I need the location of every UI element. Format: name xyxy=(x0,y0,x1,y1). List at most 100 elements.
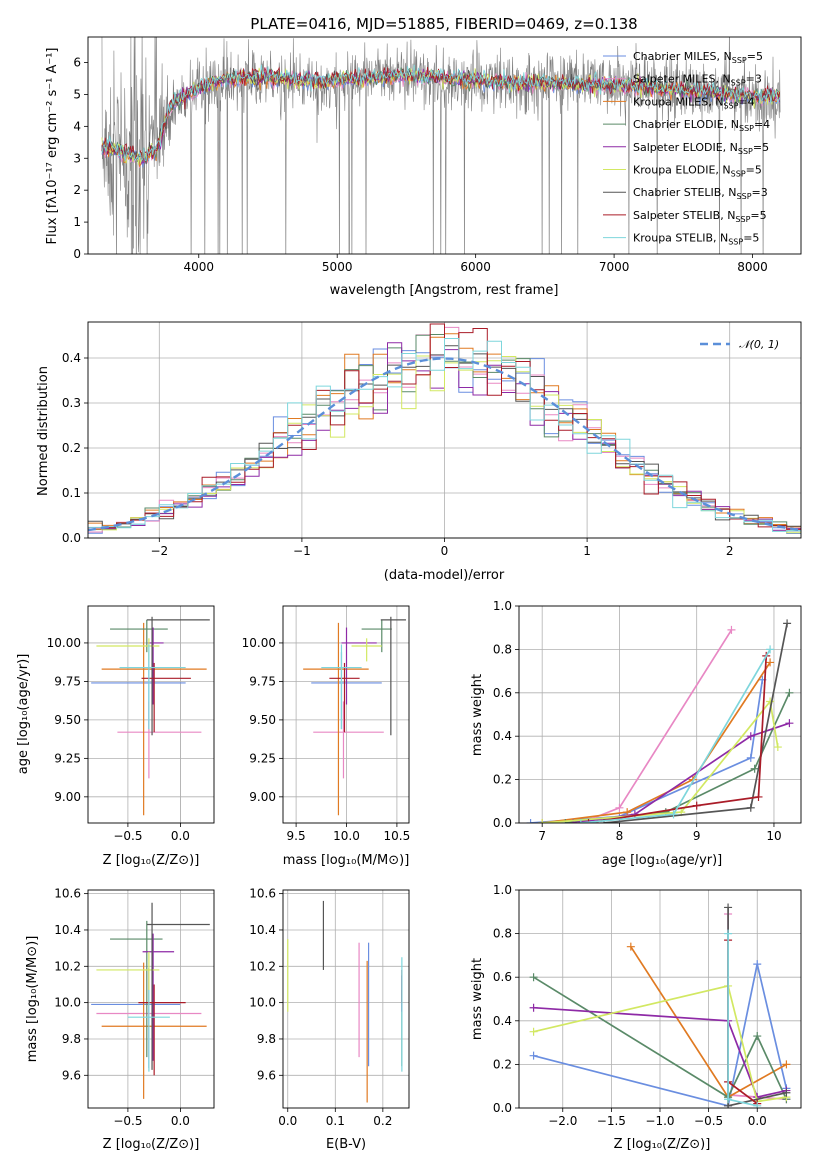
mass-weight-line xyxy=(533,963,788,1107)
legend-entry: Salpeter STELIB, NSSP=5 xyxy=(633,209,767,224)
x-tick-label: 2 xyxy=(726,544,734,558)
y-tick-label: 10.00 xyxy=(242,636,276,650)
x-tick-label: 10 xyxy=(766,829,781,843)
x-tick-label: 8 xyxy=(616,829,624,843)
axes-frame xyxy=(518,605,802,824)
y-tick-label: 9.75 xyxy=(54,674,81,688)
age-vs-metallicity-panel: −0.5 0.0 9.00 9.25 9.50 9.75 10.00 xyxy=(47,605,215,843)
y-tick-label: 1.0 xyxy=(493,883,512,897)
histogram-ylabel: Normed distribution xyxy=(36,366,51,496)
mass-weight-marker xyxy=(529,1027,538,1036)
x-tick-label: 0.0 xyxy=(171,1114,190,1128)
x-tick-label: 0.0 xyxy=(171,829,190,843)
y-tick-label: 9.00 xyxy=(54,790,81,804)
figure-title: PLATE=0416, MJD=51885, FIBERID=0469, z=0… xyxy=(250,15,637,33)
legend-entry: Chabrier STELIB, NSSP=3 xyxy=(633,186,768,201)
histogram-xlabel: (data-model)/error xyxy=(384,568,505,583)
y-tick-label: 10.00 xyxy=(47,636,81,650)
mass-weight-line xyxy=(533,976,788,1100)
mass-weight-marker xyxy=(766,697,775,706)
y-tick-label: 0.2 xyxy=(493,1057,512,1071)
x-tick-label: 0 xyxy=(441,544,449,558)
mass-weight-vs-metallicity-panel: −2.0 −1.5 −1.0 −0.5 0.0 0.0 0.2 0.4 0.6 0.8 1.0 xyxy=(493,883,802,1128)
axes-frame xyxy=(87,321,802,539)
spectrum-xlabel: wavelength [Angstrom, rest frame] xyxy=(330,283,559,298)
legend-entry: Salpeter MILES, NSSP=3 xyxy=(633,73,762,88)
y-tick-label: 10.4 xyxy=(249,923,276,937)
plot-area xyxy=(101,37,781,254)
age-mass-xlabel: mass [log₁₀(M/M⊙)] xyxy=(283,853,410,868)
mass-weight-line xyxy=(588,655,768,823)
mass-weight-line xyxy=(533,1006,787,1099)
plot-area xyxy=(287,900,403,1103)
mass-weight-marker xyxy=(727,625,736,634)
x-tick-label: 9 xyxy=(693,829,701,843)
mass-weight-marker xyxy=(724,1095,733,1104)
y-tick-label: 0.2 xyxy=(493,773,512,787)
mass-weight-line xyxy=(542,699,779,823)
plot-area xyxy=(529,903,791,1108)
age-ylabel: age [log₁₀(age/yr)] xyxy=(16,654,31,775)
y-tick-label: 10.4 xyxy=(54,923,81,937)
y-tick-label: 6 xyxy=(73,56,81,70)
x-tick-label: 0.0 xyxy=(278,1114,297,1128)
normal-legend-label: 𝒩(0, 1) xyxy=(739,338,779,351)
mass-weight-marker xyxy=(753,960,762,969)
mass-weight-marker xyxy=(782,1060,791,1069)
axes-frame xyxy=(87,605,215,824)
x-tick-label: 0.1 xyxy=(326,1114,345,1128)
x-tick-label: 4000 xyxy=(183,260,214,274)
y-tick-label: 10.2 xyxy=(249,959,276,973)
mass-weight-marker xyxy=(529,1003,538,1012)
legend-entry: Salpeter ELODIE, NSSP=5 xyxy=(633,141,769,156)
y-tick-label: 0.6 xyxy=(493,686,512,700)
mass-weight-marker xyxy=(766,645,775,654)
y-tick-label: 0.6 xyxy=(493,970,512,984)
mass-vs-ebv-panel: 0.0 0.1 0.2 9.6 9.8 10.0 10.2 10.4 10.6 xyxy=(249,887,410,1128)
axes-frame xyxy=(87,889,215,1109)
y-tick-label: 10.6 xyxy=(249,887,276,901)
mass-weight-marker xyxy=(538,819,547,823)
y-tick-label: 1 xyxy=(73,215,81,229)
x-tick-label: 0.2 xyxy=(373,1114,392,1128)
mass-weight-marker xyxy=(785,688,794,697)
residual-histogram-panel: −2 −1 0 1 2 0.0 0.1 0.2 0.3 0.4 𝒩(0, 1) xyxy=(62,321,802,558)
mass-weight-line xyxy=(533,984,787,1103)
spectrum-panel: 4000 5000 6000 7000 8000 0 1 2 3 4 5 6 Chabrier MILE… xyxy=(73,36,802,274)
x-tick-label: 9.5 xyxy=(287,829,306,843)
y-tick-label: 0 xyxy=(73,247,81,261)
legend-entry: Kroupa STELIB, NSSP=5 xyxy=(633,232,759,247)
x-tick-label: 6000 xyxy=(460,260,491,274)
y-tick-label: 9.25 xyxy=(249,751,276,765)
mass-weight-line xyxy=(727,933,758,1107)
plot-area xyxy=(91,616,210,816)
y-tick-label: 10.2 xyxy=(54,959,81,973)
y-tick-label: 0.8 xyxy=(493,642,512,656)
mass-vs-metallicity-panel: −0.5 0.0 9.6 9.8 10.0 10.2 10.4 10.6 xyxy=(54,887,215,1128)
mass-weight-marker xyxy=(785,719,794,728)
age-z-xlabel: Z [log₁₀(Z/Z⊙)] xyxy=(103,853,200,868)
y-tick-label: 9.6 xyxy=(257,1068,276,1082)
axes-frame xyxy=(87,36,802,255)
mass-weight-marker xyxy=(724,903,733,912)
mass-weight-marker xyxy=(753,1032,762,1041)
y-tick-label: 5 xyxy=(73,87,81,101)
y-tick-label: 1.0 xyxy=(493,599,512,613)
residual-histogram-step xyxy=(88,338,801,532)
mass-weight-line xyxy=(580,629,733,823)
mw-age-ylabel: mass weight xyxy=(470,674,485,756)
y-tick-label: 9.50 xyxy=(249,713,276,727)
mass-weight-line xyxy=(727,940,758,1105)
y-tick-label: 0.3 xyxy=(62,396,81,410)
legend-entry: Kroupa ELODIE, NSSP=5 xyxy=(633,164,762,179)
y-tick-label: 9.25 xyxy=(54,751,81,765)
axes-frame xyxy=(282,889,410,1109)
mass-weight-marker xyxy=(576,819,585,823)
ebv-xlabel: E(B-V) xyxy=(326,1137,366,1152)
x-tick-label: −2.0 xyxy=(548,1114,577,1128)
normal-distribution-curve xyxy=(88,357,801,532)
mass-ylabel: mass [log₁₀(M/M⊙)] xyxy=(25,936,40,1063)
mass-weight-marker xyxy=(526,819,535,823)
x-tick-label: 1 xyxy=(583,544,591,558)
mass-weight-marker xyxy=(724,929,733,938)
